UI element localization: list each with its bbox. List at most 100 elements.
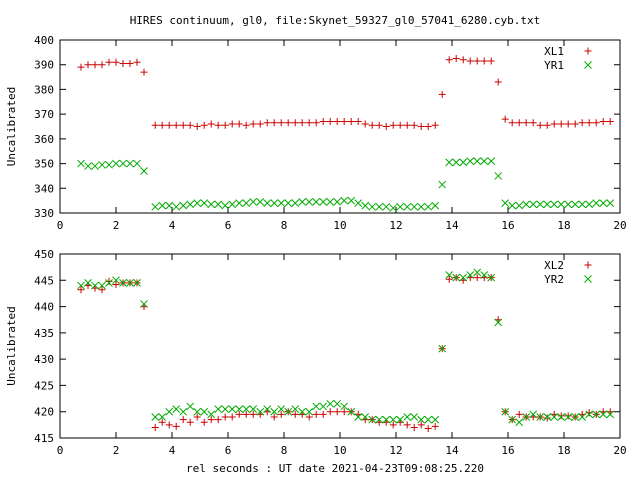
data-point: [557, 120, 565, 128]
data-point: [98, 286, 106, 294]
legend-label: XL2: [544, 259, 564, 272]
data-point: [480, 57, 488, 65]
data-point: [98, 160, 106, 169]
data-point: [515, 201, 524, 210]
data-point: [431, 422, 439, 430]
data-point: [235, 410, 243, 418]
data-point: [417, 415, 426, 424]
data-point: [91, 162, 99, 170]
data-point: [438, 180, 447, 189]
data-point: [578, 200, 587, 209]
data-point: [326, 408, 334, 416]
data-point: [529, 200, 538, 209]
legend-label: XL1: [544, 45, 564, 58]
data-point: [193, 123, 201, 130]
data-point: [193, 199, 202, 207]
data-point: [263, 199, 272, 207]
data-point: [487, 57, 495, 65]
data-point: [228, 405, 237, 413]
y-tick-label: 370: [34, 108, 54, 121]
x-tick-label: 20: [613, 444, 626, 457]
data-point: [543, 414, 551, 422]
data-point: [396, 202, 405, 211]
data-point: [536, 121, 544, 129]
data-point: [214, 405, 223, 413]
data-point: [119, 279, 127, 287]
plot-frame: [59, 39, 621, 214]
data-point: [592, 410, 601, 419]
data-point: [291, 410, 299, 418]
data-point: [375, 121, 383, 129]
data-point: [249, 198, 258, 206]
data-point: [158, 121, 166, 129]
data-point: [473, 268, 482, 277]
data-point: [571, 413, 580, 421]
y-axis-label: Uncalibrated: [5, 306, 18, 385]
data-point: [368, 121, 376, 129]
data-point: [270, 119, 278, 127]
x-tick-label: 16: [501, 219, 514, 232]
data-point: [571, 120, 579, 128]
data-point: [200, 199, 209, 207]
data-point: [172, 202, 181, 211]
data-point: [368, 415, 377, 424]
data-point: [126, 159, 134, 168]
data-point: [98, 61, 106, 69]
x-tick-label: 14: [445, 219, 459, 232]
data-point: [140, 300, 148, 308]
data-point: [424, 123, 432, 130]
data-point: [319, 402, 328, 411]
legend-marker: [584, 47, 592, 55]
x-tick-label: 0: [57, 219, 64, 232]
data-point: [396, 121, 404, 129]
data-point: [214, 416, 222, 424]
data-point: [249, 120, 257, 128]
data-point: [431, 121, 439, 129]
data-point: [487, 273, 496, 282]
chart-panels: 330 340 350 360 370 380 390 400 0 2 4 6 8 10 12 14 16 18 2…: [5, 34, 627, 457]
data-point: [578, 119, 586, 127]
series-XL1: [77, 55, 614, 130]
data-point: [382, 415, 391, 424]
data-point: [305, 198, 314, 206]
data-point: [112, 58, 120, 66]
data-point: [333, 408, 341, 416]
data-point: [291, 199, 300, 207]
data-point: [578, 413, 587, 421]
x-tick-label: 14: [445, 444, 459, 457]
data-point: [501, 115, 509, 123]
data-point: [277, 119, 285, 127]
data-point: [172, 422, 180, 430]
x-tick-label: 6: [225, 444, 232, 457]
data-point: [133, 159, 141, 168]
data-point: [91, 281, 99, 290]
data-point: [480, 271, 489, 279]
data-point: [389, 421, 397, 429]
data-point: [340, 402, 349, 411]
data-point: [221, 413, 229, 421]
data-point: [557, 412, 565, 420]
data-point: [200, 121, 208, 129]
data-point: [410, 121, 418, 129]
data-point: [221, 405, 230, 413]
data-point: [84, 162, 92, 170]
data-point: [291, 405, 300, 413]
data-point: [305, 413, 313, 421]
data-point: [133, 279, 141, 287]
data-point: [277, 199, 286, 207]
data-point: [606, 199, 615, 207]
data-point: [284, 407, 293, 416]
data-point: [333, 198, 342, 206]
data-point: [494, 318, 503, 327]
x-tick-label: 4: [169, 219, 176, 232]
data-point: [536, 413, 545, 421]
data-point: [473, 57, 481, 65]
data-point: [242, 199, 251, 207]
data-point: [529, 119, 537, 127]
chart-title: HIRES continuum, gl0, file:Skynet_59327_…: [130, 14, 541, 27]
y-tick-label: 430: [34, 353, 54, 366]
data-point: [585, 409, 593, 417]
data-point: [347, 118, 355, 126]
data-point: [459, 273, 468, 282]
data-point: [207, 200, 216, 209]
